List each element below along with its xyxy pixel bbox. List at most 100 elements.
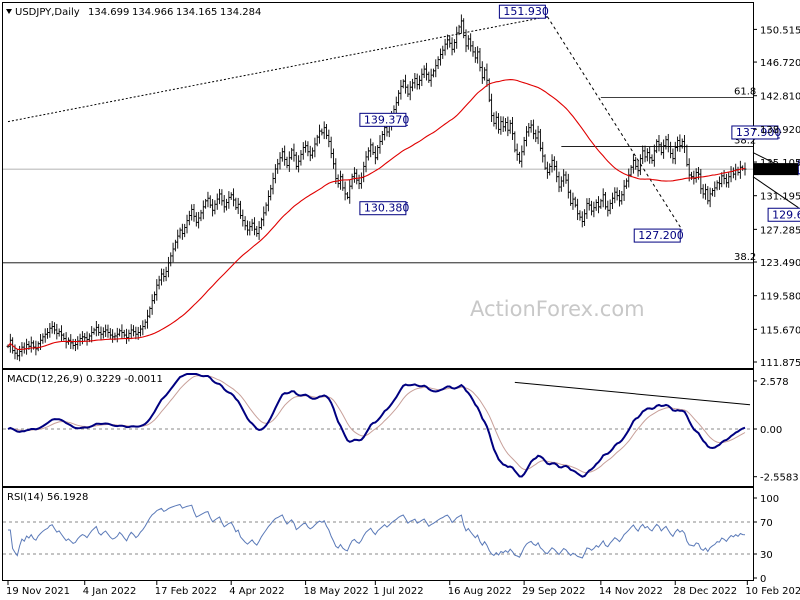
ohlc-bar bbox=[211, 198, 215, 217]
ohlc-bar bbox=[57, 328, 61, 337]
ohlc-bar bbox=[294, 151, 298, 170]
rsi-lines bbox=[3, 503, 753, 559]
ohlc-bar bbox=[369, 138, 373, 158]
ohlc-bar bbox=[511, 117, 515, 141]
ohlc-bar bbox=[301, 142, 305, 160]
macd-line bbox=[7, 373, 746, 478]
ohlc-bar bbox=[471, 41, 475, 57]
ohlc-bar bbox=[157, 275, 161, 290]
ohlc-bar bbox=[166, 256, 170, 278]
ohlc-bar bbox=[132, 325, 136, 337]
ohlc-bar bbox=[515, 143, 519, 161]
ohlc-bar bbox=[455, 26, 459, 49]
ohlc-bar bbox=[271, 172, 275, 195]
ohlc-bar bbox=[534, 129, 538, 143]
ohlc-bar bbox=[169, 252, 173, 267]
ohlc-bar bbox=[241, 209, 245, 227]
ohlc-bar bbox=[424, 62, 428, 81]
ohlc-bar bbox=[262, 206, 266, 227]
ohlc-bar bbox=[720, 172, 724, 188]
price-label-text: 151.930 bbox=[503, 5, 549, 18]
ohlc-bar bbox=[557, 171, 561, 193]
ohlc-bar bbox=[499, 116, 503, 135]
ohlc-bar bbox=[120, 324, 124, 339]
ohlc-bar bbox=[190, 204, 194, 221]
ohlc-bar bbox=[134, 326, 138, 340]
ohlc-bar bbox=[715, 180, 719, 191]
ohlc-bar bbox=[187, 210, 191, 226]
ohlc-bar bbox=[729, 166, 733, 183]
ohlc-bar bbox=[520, 145, 524, 168]
ohlc-bar bbox=[636, 160, 640, 177]
price-axis-label: 119.580 bbox=[760, 292, 800, 303]
ohlc-bar bbox=[229, 192, 233, 200]
ohlc-bar bbox=[443, 38, 447, 56]
price-axis-label: 146.720 bbox=[760, 58, 800, 69]
ohlc-bar bbox=[243, 216, 247, 231]
price-label-text: 137.900 bbox=[736, 126, 782, 139]
ohlc-bar bbox=[490, 93, 494, 122]
ohlc-bar bbox=[513, 131, 517, 153]
ohlc-bar bbox=[722, 170, 726, 185]
ohlc-bar bbox=[703, 183, 707, 200]
ohlc-bar bbox=[331, 148, 335, 169]
ohlc-bar bbox=[36, 341, 40, 352]
ohlc-bar bbox=[580, 211, 584, 228]
ohlc-high: 134.966 bbox=[132, 7, 173, 18]
ohlc-bar bbox=[450, 37, 454, 56]
rsi-panel-frame bbox=[2, 487, 754, 581]
ohlc-bar bbox=[22, 342, 26, 354]
ohlc-bar bbox=[427, 71, 431, 83]
ohlc-bar bbox=[322, 121, 326, 140]
ohlc-bar bbox=[362, 161, 366, 183]
ohlc-bar bbox=[125, 328, 129, 344]
ohlc-bar bbox=[283, 145, 287, 166]
ohlc-open: 134.699 bbox=[88, 7, 129, 18]
ohlc-bar bbox=[624, 178, 628, 189]
ohlc-bar bbox=[101, 327, 105, 339]
ohlc-bar bbox=[497, 113, 501, 134]
ohlc-bar bbox=[139, 325, 143, 337]
ohlc-bar bbox=[334, 158, 338, 184]
down-trendline bbox=[546, 16, 683, 231]
ohlc-bar bbox=[225, 198, 229, 211]
current-price-label: 134.284 bbox=[758, 165, 799, 176]
ohlc-bar bbox=[266, 190, 270, 212]
ohlc-bar bbox=[652, 144, 656, 167]
watermark: ActionForex.com bbox=[470, 297, 645, 321]
rsi-axis-label: 70 bbox=[760, 518, 773, 529]
macd-trendline bbox=[514, 381, 751, 406]
ohlc-bar bbox=[343, 181, 347, 201]
price-axis-label: 150.515 bbox=[760, 25, 800, 36]
ohlc-bar bbox=[248, 221, 252, 236]
ohlc-bar bbox=[659, 142, 663, 156]
ohlc-bar bbox=[352, 167, 356, 183]
ohlc-bar bbox=[213, 200, 217, 215]
ohlc-bar bbox=[173, 239, 177, 252]
price-axis-label: 138.920 bbox=[760, 125, 800, 136]
ohlc-bar bbox=[631, 153, 635, 174]
ohlc-bar bbox=[264, 202, 268, 216]
ohlc-bar bbox=[694, 168, 698, 183]
ohlc-bar bbox=[255, 225, 259, 237]
ohlc-bar bbox=[280, 147, 284, 162]
ohlc-bar bbox=[501, 116, 505, 132]
overlay-lines: 61.8 38.2 38.2 bbox=[3, 16, 799, 264]
ohlc-bar bbox=[380, 130, 384, 145]
x-axis-label: 14 Nov 2022 bbox=[599, 586, 663, 597]
ohlc-bar bbox=[648, 146, 652, 164]
ohlc-bar bbox=[371, 142, 375, 156]
ohlc-bar bbox=[329, 136, 333, 159]
ohlc-bar bbox=[85, 331, 89, 346]
ohlc-bar bbox=[99, 326, 103, 341]
ohlc-bar bbox=[487, 78, 491, 103]
macd-title: MACD(12,26,9) 0.3229 -0.0011 bbox=[7, 374, 163, 385]
ohlc-bar bbox=[76, 336, 80, 350]
price-label-text: 139.370 bbox=[364, 113, 410, 126]
price-axis-label: 123.490 bbox=[760, 258, 800, 269]
ohlc-bar bbox=[180, 223, 184, 240]
ohlc-bar bbox=[378, 135, 382, 154]
rsi-axis-label: 30 bbox=[760, 550, 773, 561]
fib-label: 61.8 bbox=[734, 87, 756, 98]
